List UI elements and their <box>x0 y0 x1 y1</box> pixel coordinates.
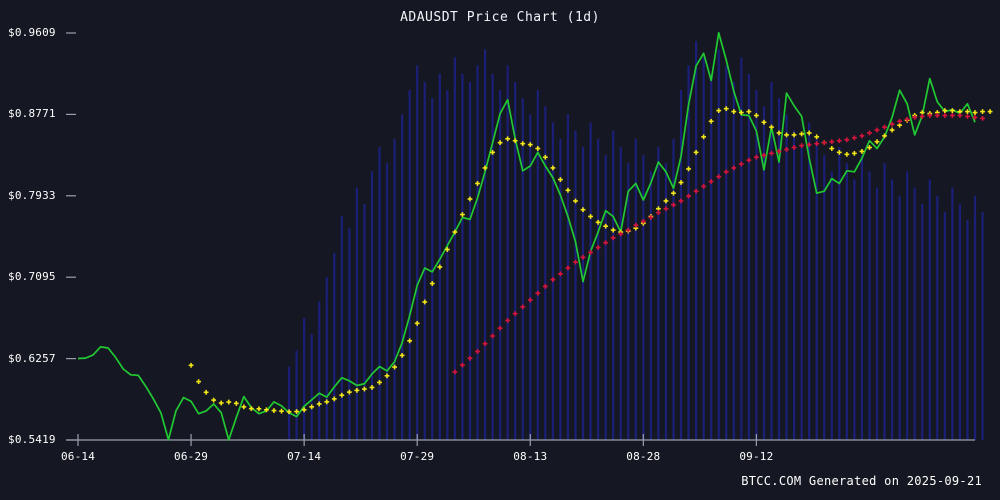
x-axis-tick-label: 07-29 <box>400 450 435 463</box>
y-axis-tick-label: $0.9609 <box>8 26 56 39</box>
x-axis-tick-label: 07-14 <box>287 450 322 463</box>
y-axis-tick-label: $0.8771 <box>8 107 56 121</box>
ma-long-dots-layer <box>452 113 985 375</box>
x-axis-tick-label: 08-28 <box>626 450 661 463</box>
y-axis-tick-label: $0.5419 <box>8 433 56 446</box>
chart-title: ADAUSDT Price Chart (1d) <box>400 10 600 25</box>
chart-footer-credit: BTCC.COM Generated on 2025-09-21 <box>741 474 982 488</box>
x-axis-tick-label: 06-14 <box>60 450 96 463</box>
x-axis-tick-label: 06-29 <box>174 450 209 463</box>
y-axis-tick-label: $0.6257 <box>8 351 56 365</box>
x-axis-tick-label: 08-13 <box>513 450 548 463</box>
ytick-marks-layer <box>66 32 758 446</box>
x-axis-tick-label: 09-12 <box>739 450 774 463</box>
y-axis-tick-label: $0.7933 <box>8 188 56 202</box>
price-line-layer <box>77 32 976 441</box>
y-axis-tick-label: $0.7095 <box>8 270 56 284</box>
ma-short-dots-layer <box>188 106 993 415</box>
volume-bars-layer <box>287 41 984 440</box>
